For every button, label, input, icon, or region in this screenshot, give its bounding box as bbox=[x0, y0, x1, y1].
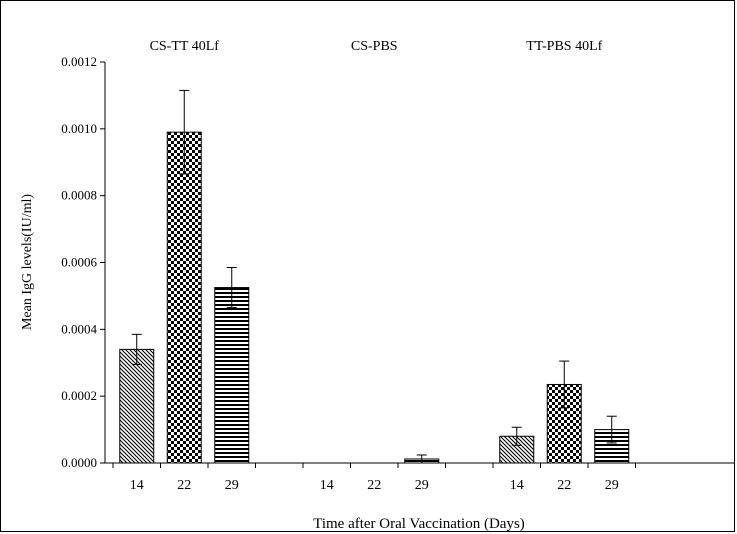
group-label: CS-TT 40Lf bbox=[150, 39, 220, 54]
y-tick-label: 0.0008 bbox=[61, 188, 97, 203]
y-tick-label: 0.0004 bbox=[61, 321, 97, 336]
y-tick-label: 0.0000 bbox=[61, 455, 97, 470]
x-tick-label: 22 bbox=[177, 478, 191, 493]
x-tick-label: 29 bbox=[225, 478, 239, 493]
y-axis-label: Mean IgG levels(IU/ml) bbox=[20, 194, 35, 330]
x-tick-label: 29 bbox=[605, 478, 619, 493]
x-tick-label: 14 bbox=[130, 478, 144, 493]
group-label: TT-PBS 40Lf bbox=[526, 39, 602, 54]
x-tick-label: 22 bbox=[367, 478, 381, 493]
x-tick-label: 29 bbox=[415, 478, 429, 493]
y-tick-label: 0.0002 bbox=[61, 388, 97, 403]
y-tick-label: 0.0012 bbox=[61, 54, 97, 69]
x-tick-label: 14 bbox=[320, 478, 334, 493]
bar-cs-tt-40lf-day-14 bbox=[119, 348, 155, 464]
group-label: CS-PBS bbox=[351, 39, 398, 54]
x-tick-label: 22 bbox=[557, 478, 571, 493]
x-axis-label: Time after Oral Vaccination (Days) bbox=[313, 516, 525, 532]
bar-cs-tt-40lf-day-29 bbox=[214, 287, 250, 464]
bar-cs-tt-40lf-day-22 bbox=[166, 131, 202, 464]
x-tick-label: 14 bbox=[510, 478, 524, 493]
y-tick-label: 0.0010 bbox=[61, 121, 97, 136]
y-tick-label: 0.0006 bbox=[61, 255, 97, 270]
